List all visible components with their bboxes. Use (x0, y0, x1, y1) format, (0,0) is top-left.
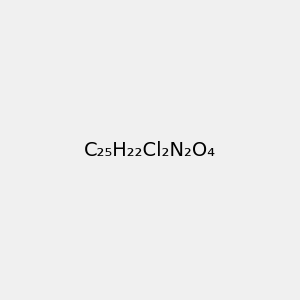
Text: C₂₅H₂₂Cl₂N₂O₄: C₂₅H₂₂Cl₂N₂O₄ (84, 140, 216, 160)
